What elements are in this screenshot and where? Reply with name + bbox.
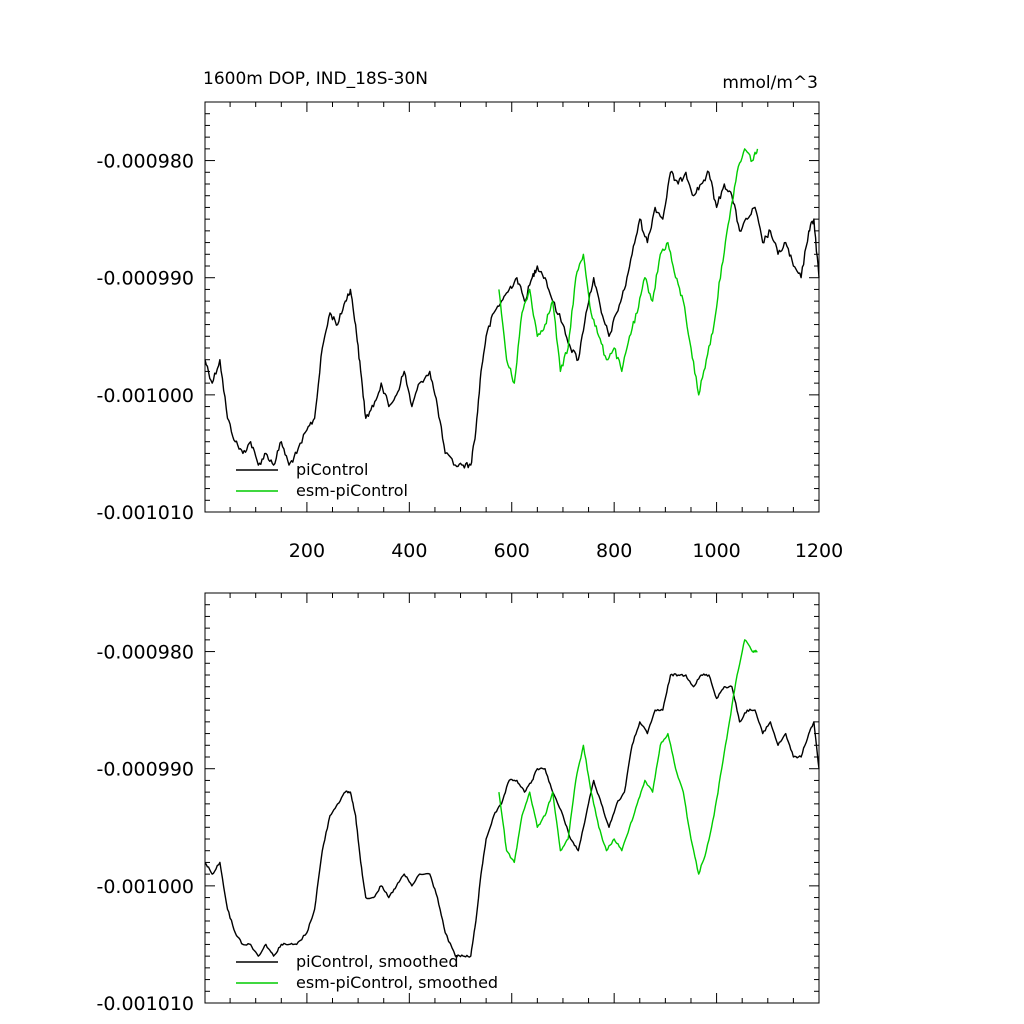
legend: piControl, smoothed esm-piControl, smoot…: [236, 952, 498, 992]
legend: piControl esm-piControl: [236, 460, 408, 500]
y-tick-label: -0.001010: [96, 993, 194, 1015]
series-line-esm-picontrol-smoothed: [498, 639, 758, 875]
y-tick-label: -0.000990: [96, 759, 194, 781]
x-tick-label: 1200: [795, 540, 843, 562]
legend-label-esm-picontrol-smoothed: esm-piControl, smoothed: [296, 973, 498, 992]
y-tick-labels: -0.000980 -0.000990 -0.001000 -0.001010: [96, 642, 194, 1015]
series-line-picontrol: [204, 170, 820, 469]
y-tick-label: -0.000990: [96, 268, 194, 290]
plot-frame: [204, 101, 820, 513]
y-tick-label: -0.001000: [96, 385, 194, 407]
legend-label-picontrol-smoothed: piControl, smoothed: [296, 952, 459, 971]
plot-frame: [204, 592, 820, 1004]
top-panel: 1600m DOP, IND_18S-30N mmol/m^3 -0.00098…: [96, 69, 843, 562]
series-layer: [204, 639, 820, 958]
y-tick-label: -0.001000: [96, 876, 194, 898]
series-line-picontrol-smoothed: [204, 673, 820, 958]
tick-marks: [205, 592, 820, 1004]
x-tick-label: 600: [494, 540, 530, 562]
x-tick-label: 1000: [692, 540, 740, 562]
x-tick-label: 800: [596, 540, 632, 562]
y-tick-labels: -0.000980 -0.000990 -0.001000 -0.001010: [96, 151, 194, 524]
series-layer: [204, 148, 820, 469]
chart-title: 1600m DOP, IND_18S-30N: [203, 69, 428, 89]
y-tick-label: -0.000980: [96, 642, 194, 664]
bottom-panel: -0.000980 -0.000990 -0.001000 -0.001010 piC…: [96, 592, 820, 1015]
legend-label-picontrol: piControl: [296, 460, 368, 479]
y-tick-label: -0.001010: [96, 502, 194, 524]
legend-label-esm-picontrol: esm-piControl: [296, 481, 408, 500]
x-tick-label: 200: [289, 540, 325, 562]
series-line-esm-picontrol: [498, 148, 759, 396]
y-tick-label: -0.000980: [96, 151, 194, 173]
x-tick-labels: 200 400 600 800 1000 1200: [289, 540, 843, 562]
units-label: mmol/m^3: [722, 73, 818, 93]
x-tick-label: 400: [391, 540, 427, 562]
